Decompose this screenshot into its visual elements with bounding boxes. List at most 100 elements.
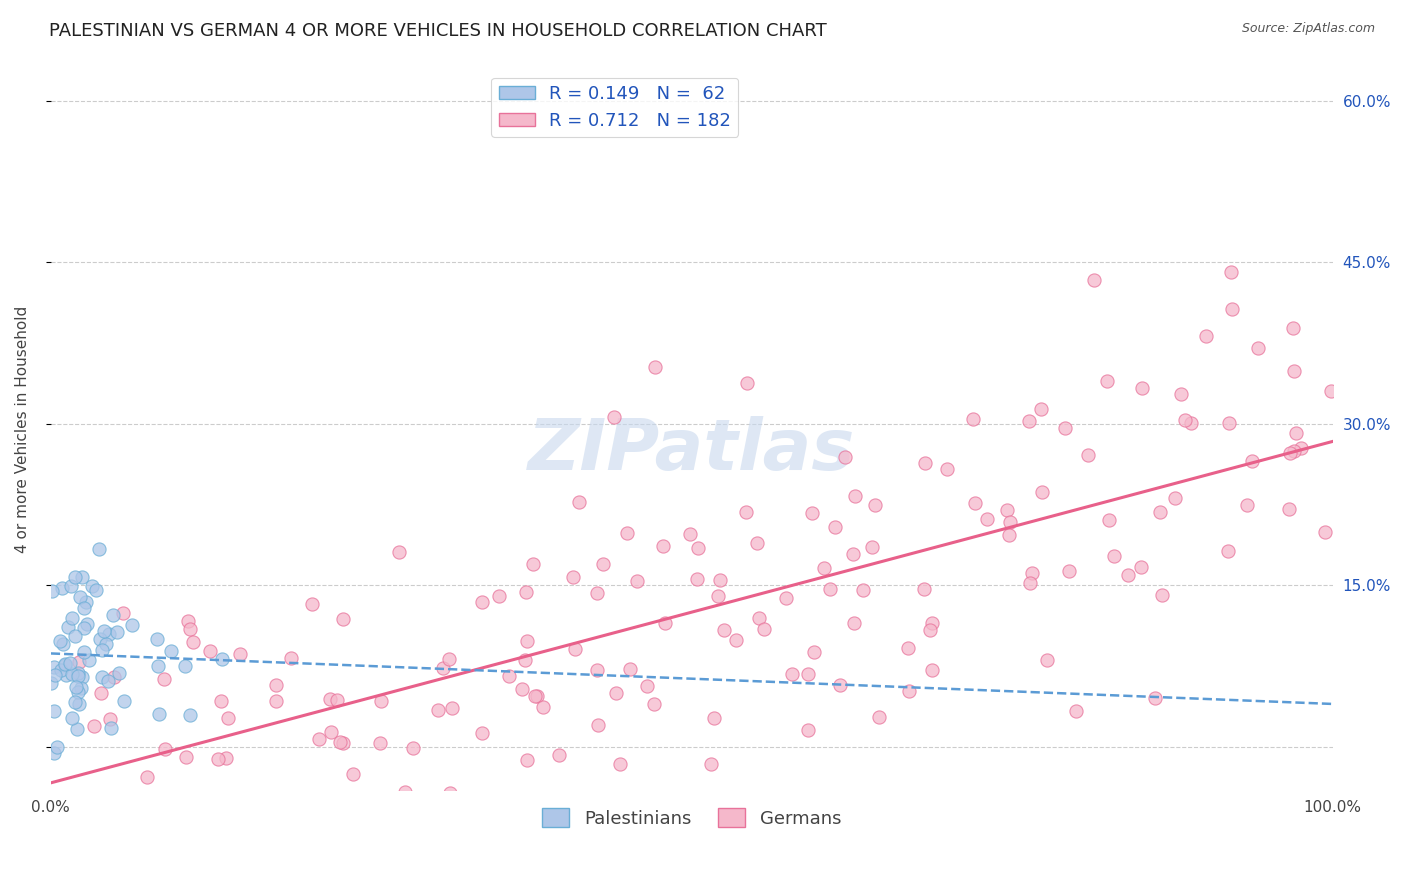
- Point: [179, 622, 201, 636]
- Point: [67, 698, 90, 712]
- Point: [1031, 484, 1053, 499]
- Point: [103, 670, 125, 684]
- Point: [91, 794, 114, 808]
- Point: [515, 585, 537, 599]
- Point: [1057, 564, 1080, 578]
- Point: [1170, 387, 1192, 401]
- Point: [319, 724, 342, 739]
- Point: [60, 579, 83, 593]
- Point: [209, 693, 232, 707]
- Point: [488, 590, 510, 604]
- Point: [402, 740, 425, 755]
- Point: [1098, 513, 1121, 527]
- Point: [1164, 491, 1187, 506]
- Point: [112, 694, 135, 708]
- Point: [83, 719, 105, 733]
- Point: [111, 607, 134, 621]
- Point: [1018, 414, 1040, 428]
- Point: [1282, 444, 1305, 458]
- Point: [780, 666, 803, 681]
- Point: [65, 629, 87, 643]
- Point: [49, 634, 72, 648]
- Point: [725, 632, 748, 647]
- Text: PALESTINIAN VS GERMAN 4 OR MORE VEHICLES IN HOUSEHOLD CORRELATION CHART: PALESTINIAN VS GERMAN 4 OR MORE VEHICLES…: [49, 22, 827, 40]
- Point: [652, 539, 675, 553]
- Point: [1180, 417, 1202, 431]
- Point: [46, 739, 69, 754]
- Point: [1285, 426, 1308, 441]
- Point: [112, 794, 135, 808]
- Point: [148, 706, 170, 721]
- Point: [89, 632, 111, 646]
- Point: [1240, 454, 1263, 468]
- Point: [609, 756, 631, 771]
- Point: [146, 632, 169, 646]
- Point: [626, 574, 648, 588]
- Point: [1218, 544, 1240, 558]
- Point: [616, 526, 638, 541]
- Point: [49, 663, 72, 677]
- Point: [53, 657, 76, 671]
- Point: [962, 412, 984, 426]
- Point: [394, 784, 416, 798]
- Point: [813, 561, 835, 575]
- Point: [105, 624, 128, 639]
- Point: [67, 669, 90, 683]
- Point: [516, 633, 538, 648]
- Point: [63, 794, 86, 808]
- Point: [531, 699, 554, 714]
- Point: [176, 614, 198, 628]
- Point: [121, 618, 143, 632]
- Point: [308, 731, 330, 746]
- Point: [1054, 421, 1077, 435]
- Point: [39, 676, 62, 690]
- Point: [797, 666, 820, 681]
- Point: [232, 794, 254, 808]
- Point: [976, 511, 998, 525]
- Point: [1251, 793, 1274, 807]
- Point: [41, 584, 63, 599]
- Point: [63, 569, 86, 583]
- Point: [72, 794, 94, 808]
- Point: [912, 582, 935, 597]
- Point: [564, 641, 586, 656]
- Point: [963, 496, 986, 510]
- Point: [440, 701, 463, 715]
- Point: [498, 669, 520, 683]
- Point: [160, 644, 183, 658]
- Point: [516, 753, 538, 767]
- Point: [198, 644, 221, 658]
- Point: [735, 376, 758, 391]
- Point: [995, 503, 1018, 517]
- Point: [678, 527, 700, 541]
- Point: [342, 767, 364, 781]
- Point: [87, 542, 110, 557]
- Point: [592, 558, 614, 572]
- Point: [328, 735, 350, 749]
- Point: [709, 573, 731, 587]
- Point: [60, 667, 83, 681]
- Point: [1278, 502, 1301, 516]
- Point: [699, 757, 721, 772]
- Point: [98, 712, 121, 726]
- Point: [69, 590, 91, 604]
- Point: [44, 746, 66, 760]
- Point: [828, 678, 851, 692]
- Point: [301, 597, 323, 611]
- Point: [998, 516, 1021, 530]
- Point: [214, 750, 236, 764]
- Point: [1129, 560, 1152, 574]
- Point: [1018, 576, 1040, 591]
- Point: [44, 667, 66, 681]
- Point: [686, 541, 709, 555]
- Point: [75, 594, 97, 608]
- Point: [427, 703, 450, 717]
- Point: [370, 694, 392, 708]
- Point: [1083, 273, 1105, 287]
- Point: [152, 794, 174, 808]
- Point: [264, 694, 287, 708]
- Point: [1279, 446, 1302, 460]
- Point: [60, 611, 83, 625]
- Point: [636, 679, 658, 693]
- Point: [91, 643, 114, 657]
